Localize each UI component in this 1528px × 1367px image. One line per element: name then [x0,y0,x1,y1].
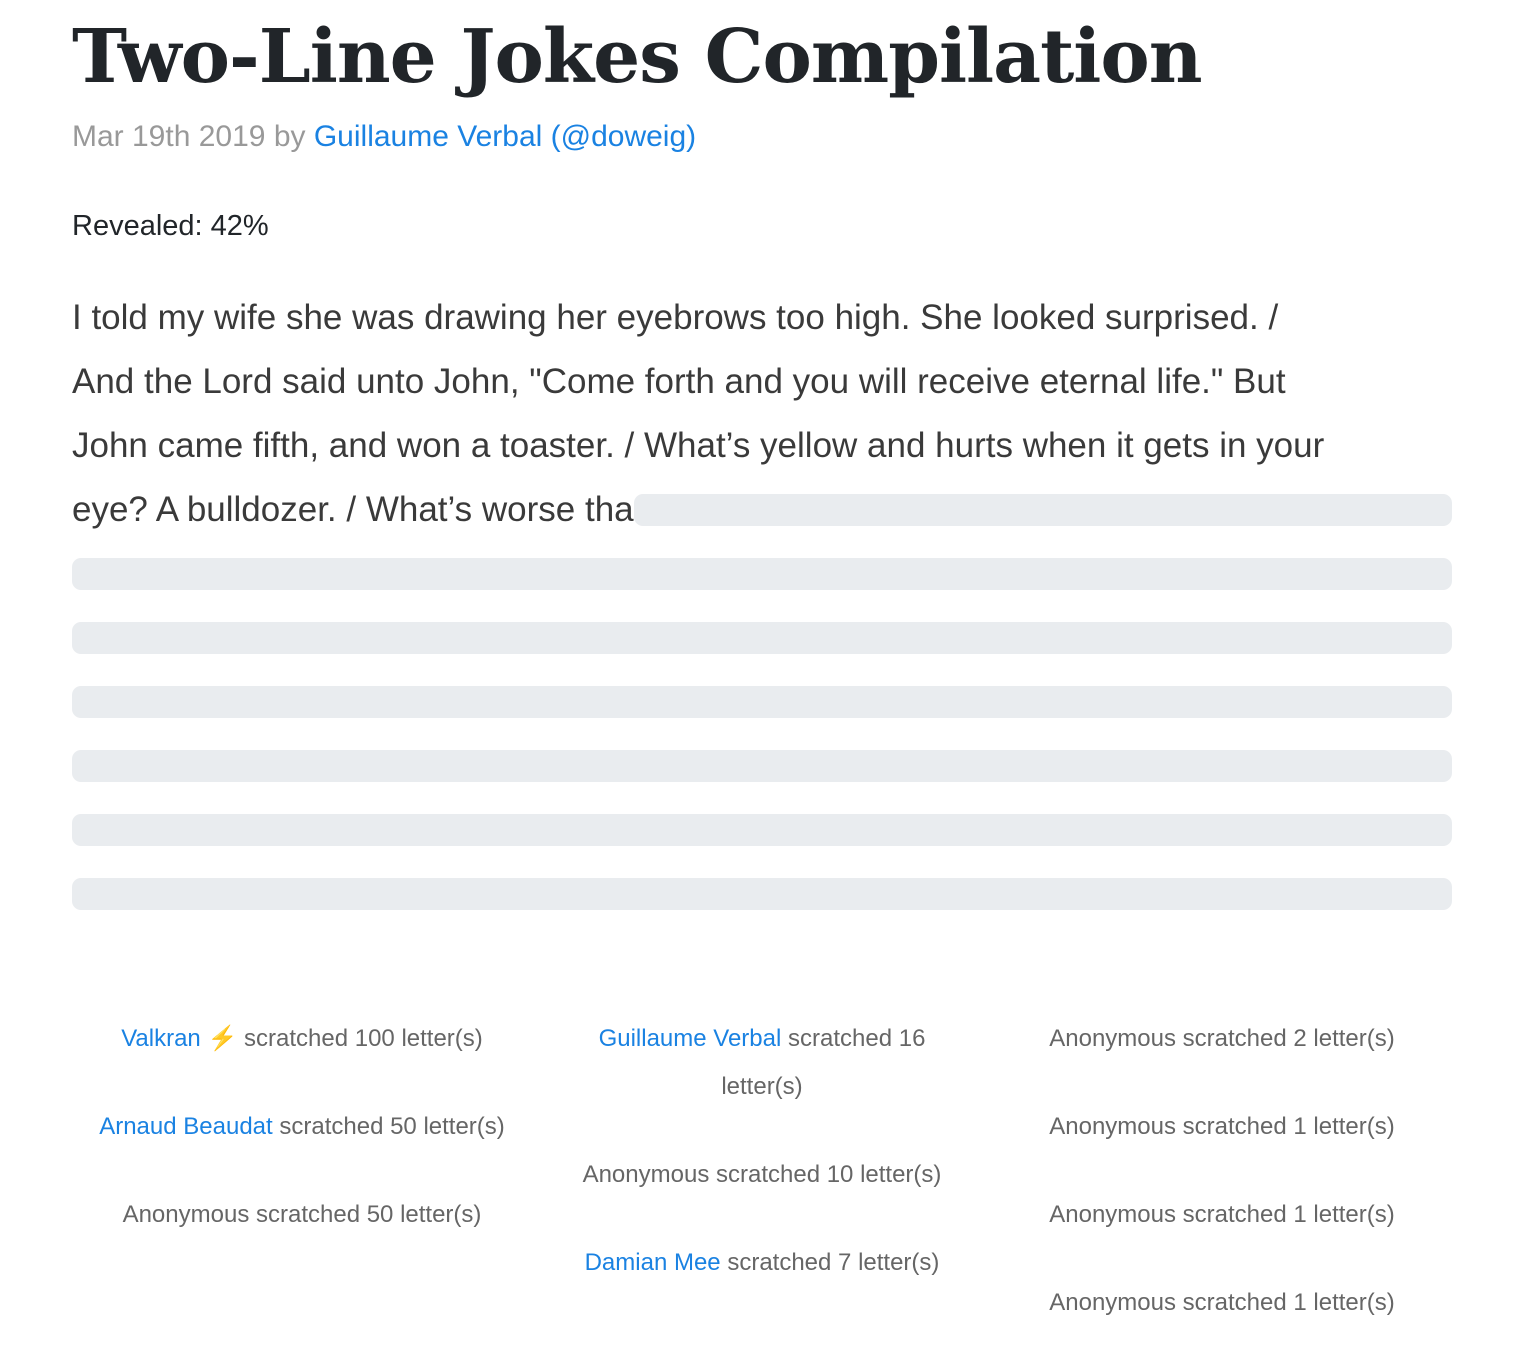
contributor-item: Anonymous scratched 2 letter(s) [992,1015,1452,1063]
contributors-column: Anonymous scratched 2 letter(s) Anonymous… [992,1015,1452,1367]
hidden-text-mask[interactable] [72,558,1452,590]
contribution-text: Anonymous scratched 1 letter(s) [1049,1113,1395,1140]
hidden-text-mask[interactable] [72,814,1452,846]
contribution-text: Anonymous scratched 50 letter(s) [122,1201,482,1228]
contribution-text: Anonymous scratched 1 letter(s) [1049,1201,1395,1228]
hidden-text-mask[interactable] [72,750,1452,782]
contributor-item: Anonymous scratched 10 letter(s) [532,1151,992,1199]
text-line: I told my wife she was drawing her eyebr… [72,286,1452,350]
contributor-link[interactable]: Damian Mee [584,1249,721,1276]
revealed-text: eye? A bulldozer. / What’s worse tha [72,490,634,529]
hidden-text-mask[interactable] [633,494,1452,526]
contributor-link[interactable]: Arnaud Beaudat [99,1113,273,1140]
scratch-text[interactable]: I told my wife she was drawing her eyebr… [72,286,1452,926]
author-link[interactable]: Guillaume Verbal (@doweig) [313,120,697,153]
contributor-link[interactable]: Valkran [121,1025,201,1052]
contributor-item: Anonymous scratched 1 letter(s) [992,1103,1452,1151]
contribution-text: scratched 7 letter(s) [727,1249,940,1276]
hidden-text-mask[interactable] [72,878,1452,910]
hidden-text-mask[interactable] [72,622,1452,654]
revealed-percentage: Revealed: 42% [72,210,269,242]
contributors-list: Valkran ⚡ scratched 100 letter(s) Arnaud … [72,1015,1452,1367]
contributor-item: Anonymous scratched 1 letter(s) [992,1191,1452,1239]
contribution-text: scratched 50 letter(s) [279,1113,505,1140]
contributor-item: Anonymous scratched 50 letter(s) [72,1191,532,1239]
text-line: John came fifth, and won a toaster. / Wh… [72,414,1452,478]
revealed-text: I told my wife she was drawing her eyebr… [72,298,1279,337]
lightning-icon: ⚡ [207,1025,238,1052]
contribution-text: Anonymous scratched 1 letter(s) [1049,1289,1395,1316]
revealed-text: John came fifth, and won a toaster. / Wh… [72,426,1325,465]
hidden-line[interactable] [72,542,1452,606]
contribution-text: Anonymous scratched 10 letter(s) [582,1161,942,1188]
contributor-item: Arnaud Beaudat scratched 50 letter(s) [72,1103,532,1151]
hidden-line[interactable] [72,798,1452,862]
hidden-line[interactable] [72,862,1452,926]
contributor-item: Guillaume Verbal scratched 16 letter(s) [532,1015,992,1111]
hidden-line[interactable] [72,734,1452,798]
text-line: And the Lord said unto John, "Come forth… [72,350,1452,414]
contributor-item: Valkran ⚡ scratched 100 letter(s) [72,1015,532,1063]
contributor-item: Damian Mee scratched 7 letter(s) [532,1239,992,1287]
publish-date: Mar 19th 2019 [72,120,266,153]
revealed-text: And the Lord said unto John, "Come forth… [72,362,1286,401]
text-line: eye? A bulldozer. / What’s worse tha [72,478,1452,542]
hidden-line[interactable] [72,606,1452,670]
contribution-text: Anonymous scratched 2 letter(s) [1049,1025,1395,1052]
article-meta: Mar 19th 2019 by Guillaume Verbal (@dowe… [72,120,696,154]
page-title: Two-Line Jokes Compilation [72,14,1203,100]
by-label: by [273,120,306,153]
contribution-text: scratched 100 letter(s) [244,1025,483,1052]
hidden-line[interactable] [72,670,1452,734]
contributors-column: Guillaume Verbal scratched 16 letter(s) A… [532,1015,992,1367]
hidden-text-mask[interactable] [72,686,1452,718]
contributors-column: Valkran ⚡ scratched 100 letter(s) Arnaud … [72,1015,532,1367]
contribution-text: scratched 16 letter(s) [721,1025,926,1100]
contributor-item: Anonymous scratched 1 letter(s) [992,1279,1452,1327]
contributor-link[interactable]: Guillaume Verbal [598,1025,782,1052]
